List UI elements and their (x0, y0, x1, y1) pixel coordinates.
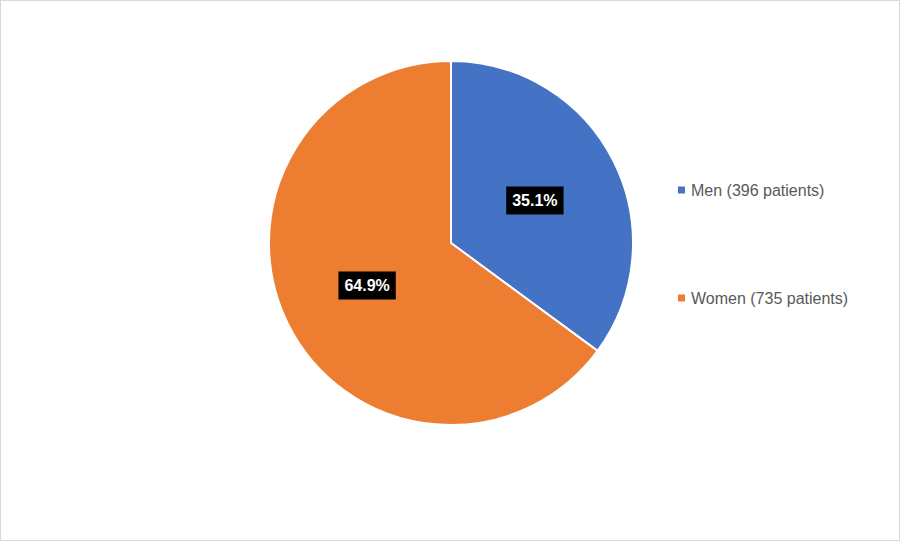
svg-text:64.9%: 64.9% (344, 277, 389, 294)
svg-text:Women (735 patients): Women (735 patients) (691, 290, 848, 307)
svg-text:Men (396 patients): Men (396 patients) (691, 182, 824, 199)
svg-text:35.1%: 35.1% (512, 192, 557, 209)
